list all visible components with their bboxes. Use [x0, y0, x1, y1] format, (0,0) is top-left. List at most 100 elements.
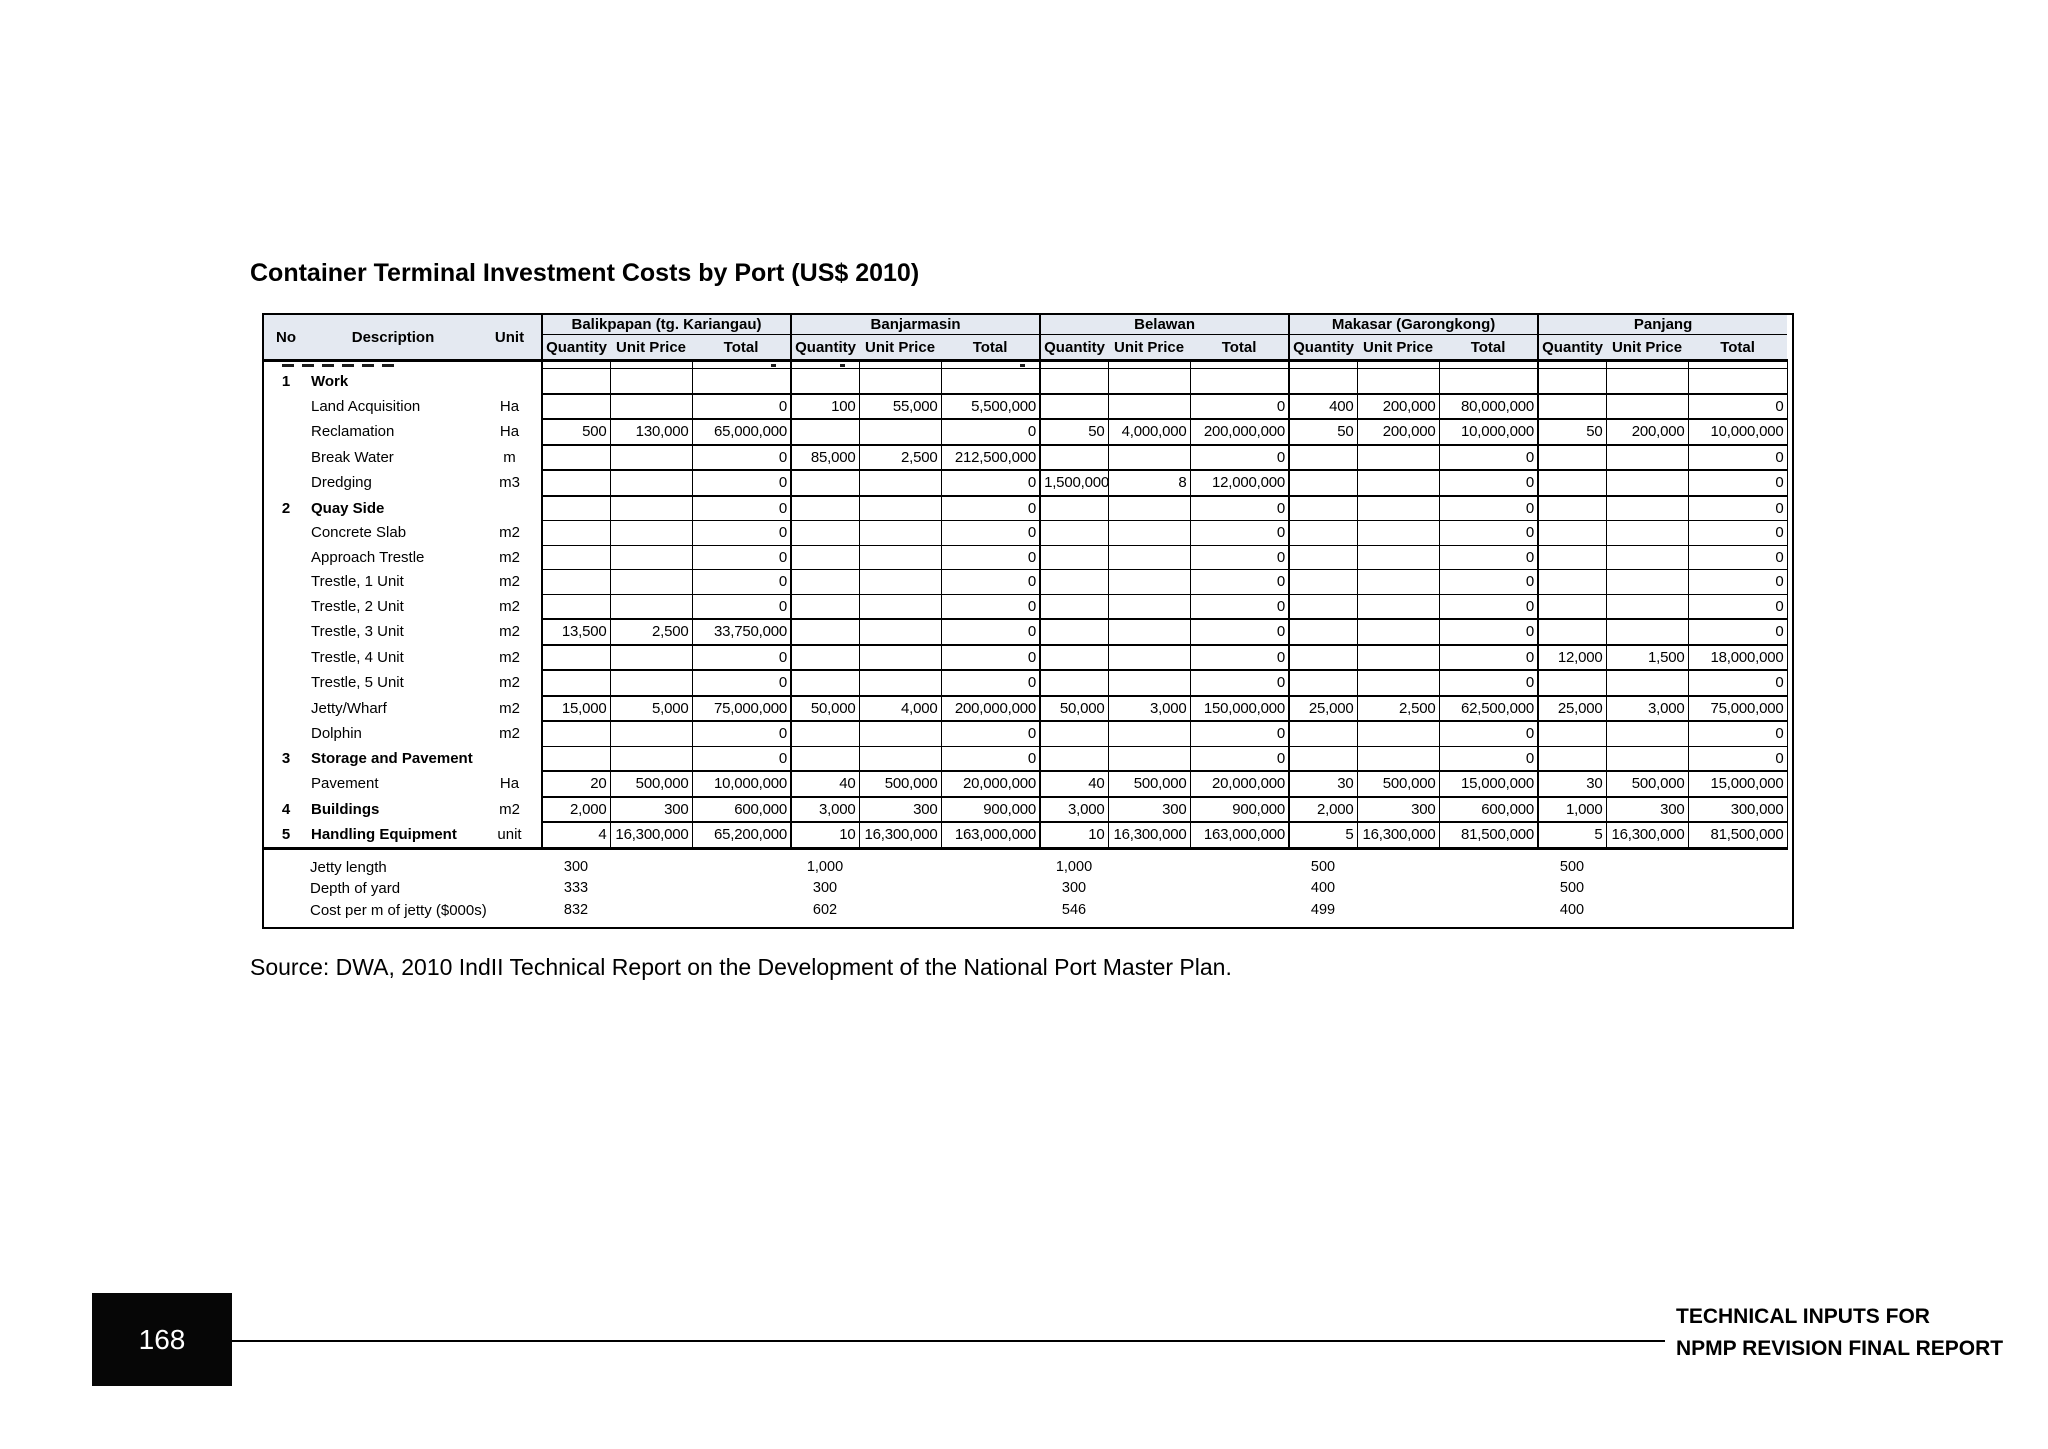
- cell-total: 0: [1438, 569, 1539, 595]
- cell-total: 0: [1438, 745, 1539, 772]
- cell-quantity: [1039, 745, 1109, 772]
- col-header-unit-price: Unit Price: [1108, 334, 1191, 362]
- table-row: Reclamation Ha 500 130,000 65,000,000 0 50 4,00…: [264, 418, 1788, 446]
- port-header-row: No Description Unit Balikpapan (tg. Kariang…: [264, 315, 1788, 362]
- cell-unit-price: [1605, 443, 1689, 471]
- cell-quantity: [1288, 745, 1358, 772]
- cell-unit-price: [1605, 520, 1689, 546]
- cell-quantity: 25,000: [1537, 694, 1607, 722]
- cell-unit-price: [609, 469, 693, 497]
- cell-quantity: [541, 520, 611, 546]
- cell-total: 200,000,000: [940, 694, 1041, 722]
- cell-unit-price: 16,300,000: [1356, 821, 1440, 850]
- cell-unit-price: [1107, 392, 1191, 420]
- cell-total: 0: [1438, 469, 1539, 497]
- cell-total: 18,000,000: [1687, 643, 1788, 671]
- summary-value: 500: [1559, 880, 1585, 896]
- cell-total: 15,000,000: [1687, 770, 1788, 798]
- cell-quantity: [790, 593, 860, 620]
- cell-quantity: 15,000: [541, 694, 611, 722]
- cell-total: 0: [1438, 669, 1539, 696]
- summary-value: 832: [563, 901, 589, 918]
- table-row: Dolphin m2 0 0 0 0 0: [264, 720, 1788, 747]
- cell-quantity: 10: [1039, 821, 1109, 850]
- row-unit: [478, 496, 542, 521]
- cell-quantity: [1288, 520, 1358, 546]
- row-description: Work: [311, 372, 349, 390]
- cell-unit-price: [609, 643, 693, 671]
- cell-total: 0: [1189, 669, 1290, 696]
- row-unit: Ha: [499, 423, 520, 441]
- cell-quantity: [790, 720, 860, 747]
- cell-quantity: 3,000: [790, 795, 860, 823]
- cell-quantity: [1039, 495, 1109, 521]
- row-description: Trestle, 3 Unit: [311, 623, 404, 641]
- investment-table-frame: No Description Unit Balikpapan (tg. Kariang…: [262, 313, 1794, 929]
- col-header-unit-price: Unit Price: [1357, 334, 1440, 362]
- summary-value: 500: [1559, 858, 1585, 875]
- cell-quantity: [1288, 618, 1358, 646]
- cell-quantity: 5: [1288, 821, 1358, 850]
- cell-total: 81,500,000: [1687, 821, 1788, 850]
- cell-total: 0: [691, 745, 792, 772]
- cell-quantity: 5: [1537, 821, 1607, 850]
- row-no: 4: [281, 800, 291, 818]
- cell-total: 0: [1687, 618, 1788, 646]
- row-no: [264, 594, 308, 619]
- cell-total: 0: [1687, 593, 1788, 620]
- cell-quantity: [1537, 544, 1607, 570]
- cell-unit-price: [1356, 643, 1440, 671]
- cell-quantity: 25,000: [1288, 694, 1358, 722]
- cell-unit-price: 16,300,000: [609, 821, 693, 850]
- cell-unit-price: 200,000: [1356, 392, 1440, 420]
- cell-unit-price: 3,000: [1605, 694, 1689, 722]
- cell-quantity: 10: [790, 821, 860, 850]
- footer-rule: [232, 1340, 1665, 1342]
- cell-unit-price: [609, 443, 693, 471]
- row-unit: m2: [499, 548, 520, 566]
- cell-unit-price: [609, 544, 693, 570]
- column-header-unit: Unit: [478, 315, 542, 362]
- table-row: Pavement Ha 20 500,000 10,000,000 40 500,000 20…: [264, 770, 1788, 798]
- cell-quantity: 4: [541, 821, 611, 850]
- cell-unit-price: [1356, 368, 1440, 394]
- cell-unit-price: [1605, 618, 1689, 646]
- cell-unit-price: 500,000: [1107, 770, 1191, 798]
- cell-quantity: [541, 745, 611, 772]
- cell-total: 0: [940, 593, 1041, 620]
- cell-unit-price: 200,000: [1605, 418, 1689, 446]
- source-note: Source: DWA, 2010 IndII Technical Report…: [250, 954, 1232, 980]
- cell-total: 150,000,000: [1189, 694, 1290, 722]
- cell-total: 0: [1687, 544, 1788, 570]
- row-description: Dolphin: [311, 725, 362, 742]
- cell-quantity: 3,000: [1039, 795, 1109, 823]
- cell-unit-price: 500,000: [1356, 770, 1440, 798]
- summary-row: Depth of yard 333 300 300 400 500: [264, 878, 1787, 900]
- cell-quantity: [790, 618, 860, 646]
- cell-quantity: [1288, 643, 1358, 671]
- table-row: 4 Buildings m2 2,000 300 600,000 3,000 300 900,0…: [264, 795, 1788, 823]
- cell-quantity: [790, 669, 860, 696]
- cell-total: 0: [940, 669, 1041, 696]
- cell-total: 0: [691, 495, 792, 521]
- table-row: Concrete Slab m2 0 0 0 0 0: [264, 520, 1788, 546]
- cell-unit-price: [1107, 569, 1191, 595]
- cell-unit-price: [1356, 593, 1440, 620]
- cell-total: 0: [691, 669, 792, 696]
- cell-unit-price: 16,300,000: [1107, 821, 1191, 850]
- cell-quantity: 85,000: [790, 443, 860, 471]
- cell-unit-price: [1605, 593, 1689, 620]
- cell-quantity: [1537, 745, 1607, 772]
- cell-total: 0: [940, 745, 1041, 772]
- cell-unit-price: [1356, 469, 1440, 497]
- cell-total: 0: [691, 720, 792, 747]
- cell-unit-price: [1605, 569, 1689, 595]
- cell-total: 10,000,000: [1438, 418, 1539, 446]
- cell-unit-price: [1356, 569, 1440, 595]
- row-no: [264, 394, 308, 420]
- row-unit: m2: [499, 648, 520, 666]
- row-description: Trestle, 4 Unit: [311, 648, 404, 666]
- cell-quantity: [541, 593, 611, 620]
- summary-row: Jetty length 300 1,000 1,000 500 500: [264, 857, 1787, 879]
- table-row: Approach Trestle m2 0 0 0 0 0: [264, 544, 1788, 570]
